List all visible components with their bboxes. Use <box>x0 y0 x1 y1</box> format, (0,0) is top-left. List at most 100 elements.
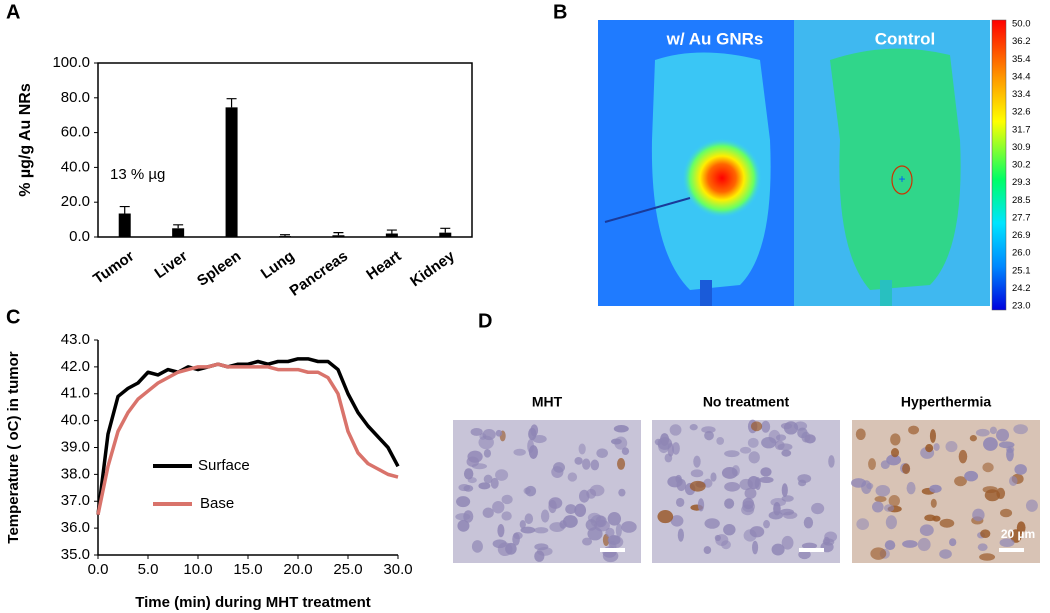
cell <box>524 513 534 525</box>
cell <box>906 481 916 495</box>
cell <box>939 518 955 528</box>
scale-bar <box>600 548 625 552</box>
cell <box>704 518 720 529</box>
x-tick-label: Liver <box>152 248 191 283</box>
cell <box>478 482 491 490</box>
cell <box>621 521 637 533</box>
cell <box>983 437 998 451</box>
cell <box>528 445 538 459</box>
cell <box>532 434 547 444</box>
cell <box>534 527 549 534</box>
cell <box>501 511 512 521</box>
cell <box>975 428 990 437</box>
cell <box>519 520 526 529</box>
cell <box>779 508 795 516</box>
cell <box>752 540 759 555</box>
bar <box>332 235 345 237</box>
x-tick-label: Heart <box>363 248 404 284</box>
cell <box>885 515 897 530</box>
error-bar <box>119 205 130 214</box>
cell <box>933 443 940 451</box>
cell <box>483 449 492 458</box>
legend-label: Base <box>200 495 234 512</box>
cell <box>883 504 895 512</box>
x-tick-label: 0.0 <box>88 561 109 578</box>
cell <box>701 426 716 434</box>
cell <box>540 509 550 523</box>
colorbar-label: 23.0 <box>1012 301 1031 312</box>
cell <box>768 429 781 444</box>
x-tick-label: Spleen <box>194 248 244 290</box>
cell <box>677 528 684 542</box>
y-tick-label: 80.0 <box>61 89 90 106</box>
cell <box>607 511 622 526</box>
image-title: No treatment <box>703 394 790 410</box>
cell <box>582 537 593 546</box>
cell <box>739 446 752 454</box>
cell <box>761 420 771 433</box>
x-tick-label: 30.0 <box>383 561 412 578</box>
panel-label: A <box>6 1 20 23</box>
cell <box>781 483 788 497</box>
colorbar-label: 26.0 <box>1012 248 1031 259</box>
cell <box>690 469 704 478</box>
x-tick-label: Lung <box>258 248 298 283</box>
colorbar-label: 31.7 <box>1012 124 1031 135</box>
cell <box>856 518 870 531</box>
x-tick-label: Pancreas <box>287 248 351 300</box>
cell <box>497 523 505 538</box>
cell <box>742 497 754 510</box>
legend-label: Surface <box>198 457 250 474</box>
cell <box>930 498 937 508</box>
cell <box>749 526 765 538</box>
cell <box>664 453 673 463</box>
cell <box>823 536 830 545</box>
y-tick-label: 37.0 <box>61 492 90 509</box>
cell <box>969 435 977 442</box>
cell <box>874 496 887 503</box>
cell <box>470 428 483 436</box>
cell <box>463 484 474 492</box>
cell <box>615 523 622 538</box>
y-tick-label: 100.0 <box>52 54 90 71</box>
cell <box>589 484 605 497</box>
error-bar <box>173 224 184 229</box>
colorbar-label: 24.2 <box>1012 283 1031 294</box>
cell <box>875 484 891 497</box>
cell <box>536 546 553 556</box>
cell <box>723 523 736 536</box>
cell <box>512 532 520 546</box>
cell <box>578 443 586 455</box>
colorbar-label: 34.4 <box>1012 71 1031 82</box>
cell <box>501 494 513 505</box>
error-bar <box>280 234 290 237</box>
colorbar-label: 30.9 <box>1012 142 1031 153</box>
cell <box>1006 447 1014 462</box>
cell <box>861 480 872 494</box>
panel-label: B <box>553 1 567 23</box>
cell <box>811 502 825 515</box>
cell <box>456 496 471 508</box>
cell <box>607 534 621 545</box>
cell <box>771 543 785 556</box>
cell <box>590 459 600 471</box>
image-title: Hyperthermia <box>901 394 991 410</box>
colorbar-label: 36.2 <box>1012 36 1031 47</box>
cell <box>670 515 684 527</box>
cell <box>996 428 1010 442</box>
cell <box>739 478 753 491</box>
cell <box>657 437 673 450</box>
x-tick-label: 15.0 <box>233 561 262 578</box>
cell <box>919 524 934 536</box>
plot-frame <box>97 62 473 238</box>
cell <box>949 538 957 547</box>
cell <box>457 519 470 532</box>
cell <box>672 442 680 455</box>
x-tick-label: Tumor <box>90 248 137 288</box>
y-tick-label: 40.0 <box>61 158 90 175</box>
cell <box>1025 499 1038 512</box>
cell <box>596 448 608 459</box>
cell <box>902 540 918 548</box>
cell <box>890 448 900 458</box>
cell <box>483 474 493 484</box>
